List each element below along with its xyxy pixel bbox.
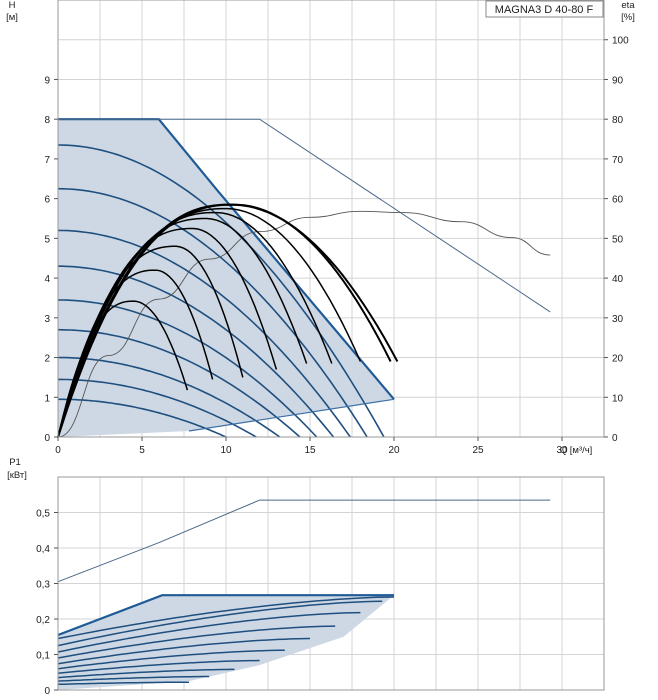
power-speed-curve-4 bbox=[57, 625, 336, 659]
duty-curve-3 bbox=[57, 207, 362, 438]
operating-area bbox=[58, 119, 394, 437]
y2-tick-label: 70 bbox=[612, 155, 624, 166]
y-tick-label: 0 bbox=[44, 433, 50, 444]
p1-axis-title: P1 bbox=[9, 457, 21, 468]
x-tick-label: 15 bbox=[304, 445, 316, 456]
power-speed-curve-1 bbox=[57, 596, 395, 640]
p1-axis-unit: [кВт] bbox=[7, 470, 27, 481]
power-speed-curve-9 bbox=[57, 675, 210, 682]
y-tick-label: 2 bbox=[44, 354, 50, 365]
y2-tick-label: 0 bbox=[612, 433, 618, 444]
power-speed-curve-10 bbox=[57, 681, 189, 686]
head-chart-curves bbox=[57, 118, 551, 438]
x-tick-label: 5 bbox=[139, 445, 145, 456]
p1-tick-label: 0,2 bbox=[36, 615, 50, 626]
p1-tick-label: 0,1 bbox=[36, 651, 50, 662]
speed-curve-8 bbox=[58, 378, 257, 438]
y-tick-label: 3 bbox=[44, 314, 50, 325]
p1-tick-label: 0,3 bbox=[36, 580, 50, 591]
product-label: MAGNA3 D 40-80 F bbox=[485, 0, 604, 18]
y-tick-label: 7 bbox=[44, 155, 50, 166]
y2-tick-label: 80 bbox=[612, 115, 624, 126]
p1-tick-label: 0 bbox=[44, 686, 50, 697]
speed-curve-6 bbox=[57, 328, 301, 438]
y2-tick-label: 60 bbox=[612, 195, 624, 206]
speed-curve-7 bbox=[57, 356, 281, 438]
y-tick-label: 5 bbox=[44, 234, 50, 245]
y2-tick-label: 100 bbox=[612, 36, 629, 47]
p1-tick-label: 0,4 bbox=[36, 544, 50, 555]
speed-curve-2 bbox=[57, 187, 368, 438]
y2-tick-label: 20 bbox=[612, 354, 624, 365]
x-tick-label: 20 bbox=[388, 445, 400, 456]
speed-curve-1 bbox=[57, 144, 385, 438]
twin-operation-curve bbox=[58, 118, 551, 313]
head-plot-frame bbox=[57, 0, 605, 438]
speed-curve-3 bbox=[57, 229, 351, 438]
y2-tick-label: 50 bbox=[612, 234, 624, 245]
y2-tick-label: 30 bbox=[612, 314, 624, 325]
x-tick-label: 25 bbox=[472, 445, 484, 456]
speed-curve-5 bbox=[57, 299, 318, 438]
y-axis-title: H bbox=[9, 0, 16, 11]
power-chart-axes: 0 0,1 0,2 0,3 0,4 0,5 bbox=[36, 476, 605, 697]
y2-tick-label: 90 bbox=[612, 75, 624, 86]
duty-curve-4 bbox=[57, 211, 333, 438]
product-name: MAGNA3 D 40-80 F bbox=[495, 4, 594, 16]
power-speed-curve-8 bbox=[57, 668, 235, 679]
min-curve-outline bbox=[188, 398, 395, 432]
y-tick-label: 8 bbox=[44, 115, 50, 126]
y-tick-label: 4 bbox=[44, 274, 50, 285]
y2-axis-title: eta bbox=[621, 0, 635, 11]
power-max-outline bbox=[57, 594, 394, 637]
power-speed-curve-7 bbox=[57, 659, 260, 675]
y-tick-label: 1 bbox=[44, 393, 50, 404]
y-tick-label: 9 bbox=[44, 75, 50, 86]
y2-axis-unit: [%] bbox=[621, 12, 635, 23]
efficiency-curve bbox=[57, 210, 551, 438]
power-chart-curves bbox=[57, 499, 551, 686]
x-tick-label: 30 bbox=[556, 445, 568, 456]
speed-curve-4 bbox=[58, 265, 335, 438]
y2-tick-label: 40 bbox=[612, 274, 624, 285]
y-tick-label: 6 bbox=[44, 195, 50, 206]
speed-curve-9 bbox=[58, 398, 227, 438]
twin-power-curve bbox=[57, 499, 551, 583]
x-tick-label: 10 bbox=[220, 445, 232, 456]
duty-curve-5 bbox=[57, 217, 308, 438]
y2-tick-label: 10 bbox=[612, 393, 624, 404]
duty-curve-2 bbox=[57, 203, 392, 438]
duty-curve-9 bbox=[57, 300, 189, 438]
power-speed-curve-6 bbox=[57, 649, 285, 670]
head-chart-envelope bbox=[58, 119, 394, 437]
x-tick-label: 0 bbox=[55, 445, 61, 456]
x-axis-title: Q [м³/ч] bbox=[560, 445, 593, 456]
y-axis-unit: [м] bbox=[6, 12, 18, 23]
power-speed-curve-2 bbox=[57, 600, 383, 647]
power-speed-curve-5 bbox=[57, 637, 311, 665]
power-speed-curve-3 bbox=[57, 611, 361, 653]
p1-tick-label: 0,5 bbox=[36, 509, 50, 520]
